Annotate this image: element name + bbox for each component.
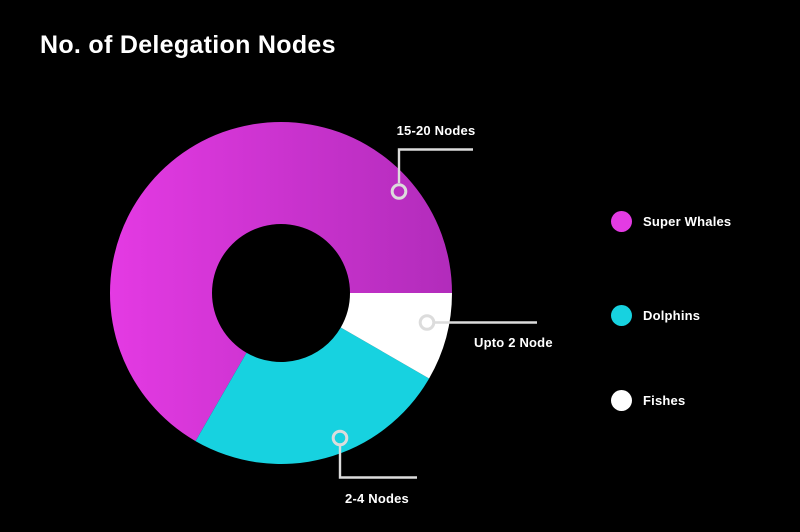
donut-segment-super-whales — [109, 121, 452, 442]
legend-item-fishes: Fishes — [611, 389, 685, 411]
callout-marker-dolphins — [331, 429, 349, 447]
legend-item-dolphins: Dolphins — [611, 304, 700, 326]
swatch-circle-icon — [611, 304, 632, 326]
legend-swatch-super-whales — [611, 210, 632, 232]
legend-label-dolphins: Dolphins — [643, 307, 701, 323]
callout-marker-fishes — [418, 314, 436, 331]
leader-line-super-whales — [397, 148, 473, 183]
callout-label-super-whales: 15-20 Nodes — [396, 123, 476, 138]
callout-marker-super-whales — [390, 183, 408, 200]
callout-label-dolphins: 2-4 Nodes — [345, 491, 409, 506]
leader-line-dolphins — [338, 446, 417, 479]
callout-label-fishes: Upto 2 Node — [474, 335, 553, 350]
legend-swatch-dolphins — [611, 304, 632, 326]
chart-legend: Super Whales Dolphins Fishes — [611, 0, 800, 532]
donut-segments — [109, 121, 452, 464]
legend-swatch-fishes — [611, 389, 632, 411]
legend-item-super-whales: Super Whales — [611, 210, 731, 232]
donut-segment-dolphins — [195, 327, 430, 464]
swatch-circle-icon — [611, 389, 632, 411]
swatch-circle-icon — [611, 210, 632, 232]
donut-segment-fishes — [340, 293, 452, 379]
legend-label-fishes: Fishes — [643, 392, 686, 408]
page-title: No. of Delegation Nodes — [40, 31, 336, 59]
legend-label-super-whales: Super Whales — [643, 213, 732, 229]
